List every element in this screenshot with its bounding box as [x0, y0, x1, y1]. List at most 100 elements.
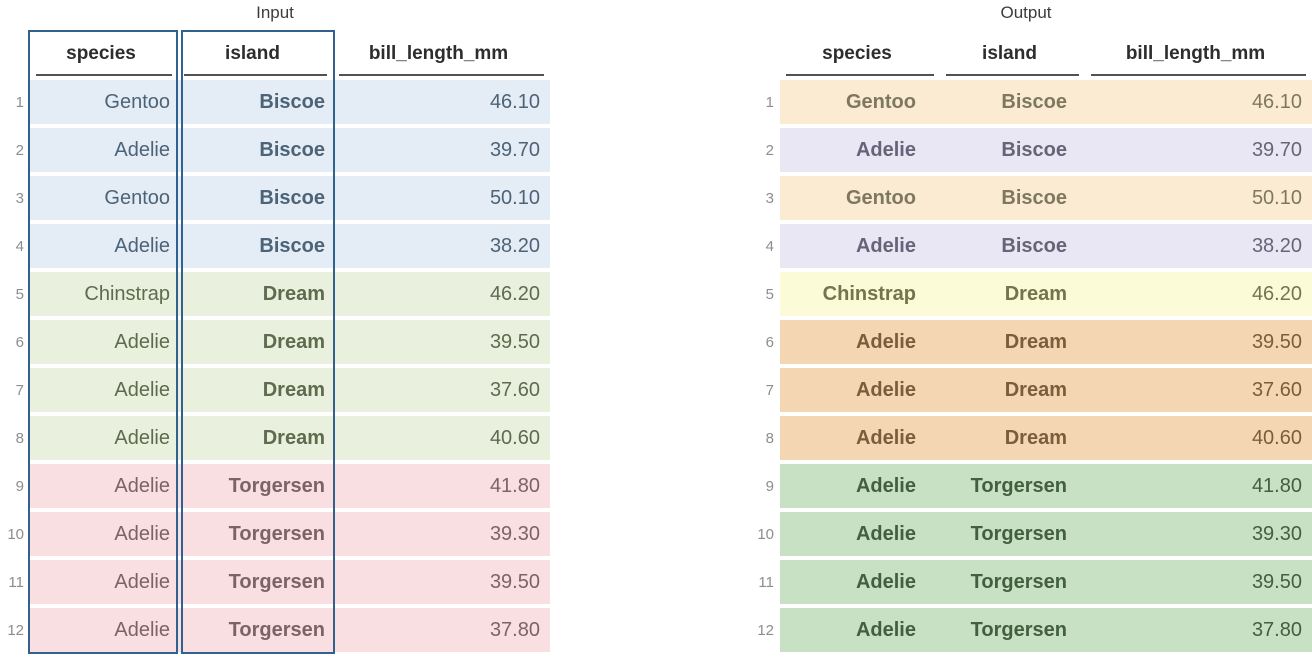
table-row: 1 Gentoo Biscoe 46.10	[740, 80, 1312, 124]
cell-species: Adelie	[780, 224, 940, 268]
table-row: 3 Gentoo Biscoe 50.10	[0, 176, 550, 220]
cell-species: Adelie	[780, 320, 940, 364]
table-row: 9 Adelie Torgersen 41.80	[0, 464, 550, 508]
output-table: species island bill_length_mm 1 Gentoo Bis…	[740, 28, 1312, 656]
row-index: 4	[0, 224, 30, 268]
row-index: 1	[740, 80, 780, 124]
cell-species: Adelie	[30, 320, 178, 364]
cell-bill-length: 41.80	[1085, 464, 1312, 508]
cell-island: Biscoe	[178, 224, 333, 268]
cell-bill-length: 39.50	[333, 320, 550, 364]
table-row: 7 Adelie Dream 37.60	[0, 368, 550, 412]
table-row: 2 Adelie Biscoe 39.70	[740, 128, 1312, 172]
cell-island: Biscoe	[940, 80, 1085, 124]
column-header-bill-length: bill_length_mm	[333, 32, 550, 76]
row-index: 8	[740, 416, 780, 460]
table-row: 6 Adelie Dream 39.50	[0, 320, 550, 364]
cell-species: Adelie	[30, 128, 178, 172]
cell-island: Biscoe	[940, 224, 1085, 268]
input-header-row: species island bill_length_mm	[0, 32, 550, 76]
cell-island: Torgersen	[178, 560, 333, 604]
input-table: species island bill_length_mm 1 Gentoo Bis…	[0, 28, 550, 656]
cell-species: Adelie	[780, 368, 940, 412]
cell-species: Gentoo	[30, 176, 178, 220]
table-row: 8 Adelie Dream 40.60	[740, 416, 1312, 460]
cell-island: Biscoe	[940, 176, 1085, 220]
output-table-title: Output	[1000, 3, 1052, 22]
row-index: 1	[0, 80, 30, 124]
cell-island: Biscoe	[178, 128, 333, 172]
column-header-species: species	[780, 32, 940, 76]
row-index: 4	[740, 224, 780, 268]
cell-island: Torgersen	[940, 608, 1085, 652]
cell-species: Gentoo	[780, 176, 940, 220]
table-row: 11 Adelie Torgersen 39.50	[0, 560, 550, 604]
row-index: 5	[0, 272, 30, 316]
cell-island: Dream	[940, 368, 1085, 412]
table-row: 3 Gentoo Biscoe 50.10	[740, 176, 1312, 220]
column-header-bill-length: bill_length_mm	[1085, 32, 1312, 76]
cell-bill-length: 46.10	[1085, 80, 1312, 124]
row-index: 9	[740, 464, 780, 508]
cell-species: Chinstrap	[780, 272, 940, 316]
cell-bill-length: 46.20	[333, 272, 550, 316]
cell-island: Torgersen	[178, 512, 333, 556]
cell-species: Adelie	[30, 560, 178, 604]
table-row: 12 Adelie Torgersen 37.80	[740, 608, 1312, 652]
row-index: 3	[0, 176, 30, 220]
cell-species: Gentoo	[780, 80, 940, 124]
cell-bill-length: 39.30	[1085, 512, 1312, 556]
table-row: 7 Adelie Dream 37.60	[740, 368, 1312, 412]
table-row: 6 Adelie Dream 39.50	[740, 320, 1312, 364]
cell-species: Adelie	[30, 608, 178, 652]
column-header-island: island	[178, 32, 333, 76]
table-row: 10 Adelie Torgersen 39.30	[0, 512, 550, 556]
cell-species: Adelie	[780, 608, 940, 652]
column-header-island: island	[940, 32, 1085, 76]
cell-bill-length: 37.60	[333, 368, 550, 412]
cell-bill-length: 39.70	[1085, 128, 1312, 172]
cell-bill-length: 38.20	[1085, 224, 1312, 268]
cell-bill-length: 39.30	[333, 512, 550, 556]
cell-bill-length: 40.60	[1085, 416, 1312, 460]
cell-island: Dream	[940, 272, 1085, 316]
cell-bill-length: 37.80	[333, 608, 550, 652]
cell-island: Dream	[178, 416, 333, 460]
cell-species: Adelie	[30, 416, 178, 460]
row-index: 11	[0, 560, 30, 604]
cell-island: Biscoe	[940, 128, 1085, 172]
cell-species: Chinstrap	[30, 272, 178, 316]
cell-bill-length: 50.10	[333, 176, 550, 220]
cell-bill-length: 38.20	[333, 224, 550, 268]
cell-island: Torgersen	[178, 608, 333, 652]
table-row: 1 Gentoo Biscoe 46.10	[0, 80, 550, 124]
row-index: 9	[0, 464, 30, 508]
row-index: 7	[740, 368, 780, 412]
cell-island: Biscoe	[178, 80, 333, 124]
table-row: 5 Chinstrap Dream 46.20	[740, 272, 1312, 316]
cell-bill-length: 46.10	[333, 80, 550, 124]
cell-species: Adelie	[780, 512, 940, 556]
table-row: 10 Adelie Torgersen 39.30	[740, 512, 1312, 556]
index-column-header	[0, 32, 30, 76]
output-table-body: 1 Gentoo Biscoe 46.10 2 Adelie Biscoe 39.70 3 Gen…	[740, 80, 1312, 652]
cell-bill-length: 46.20	[1085, 272, 1312, 316]
cell-bill-length: 40.60	[333, 416, 550, 460]
table-row: 8 Adelie Dream 40.60	[0, 416, 550, 460]
cell-species: Adelie	[780, 128, 940, 172]
row-index: 12	[0, 608, 30, 652]
cell-island: Dream	[940, 320, 1085, 364]
cell-species: Adelie	[780, 416, 940, 460]
cell-bill-length: 41.80	[333, 464, 550, 508]
cell-bill-length: 39.50	[1085, 320, 1312, 364]
input-table-title: Input	[256, 3, 294, 22]
table-row: 4 Adelie Biscoe 38.20	[0, 224, 550, 268]
table-row: 9 Adelie Torgersen 41.80	[740, 464, 1312, 508]
cell-island: Dream	[178, 368, 333, 412]
cell-species: Adelie	[30, 368, 178, 412]
row-index: 3	[740, 176, 780, 220]
table-row: 11 Adelie Torgersen 39.50	[740, 560, 1312, 604]
cell-bill-length: 39.70	[333, 128, 550, 172]
cell-island: Dream	[178, 272, 333, 316]
